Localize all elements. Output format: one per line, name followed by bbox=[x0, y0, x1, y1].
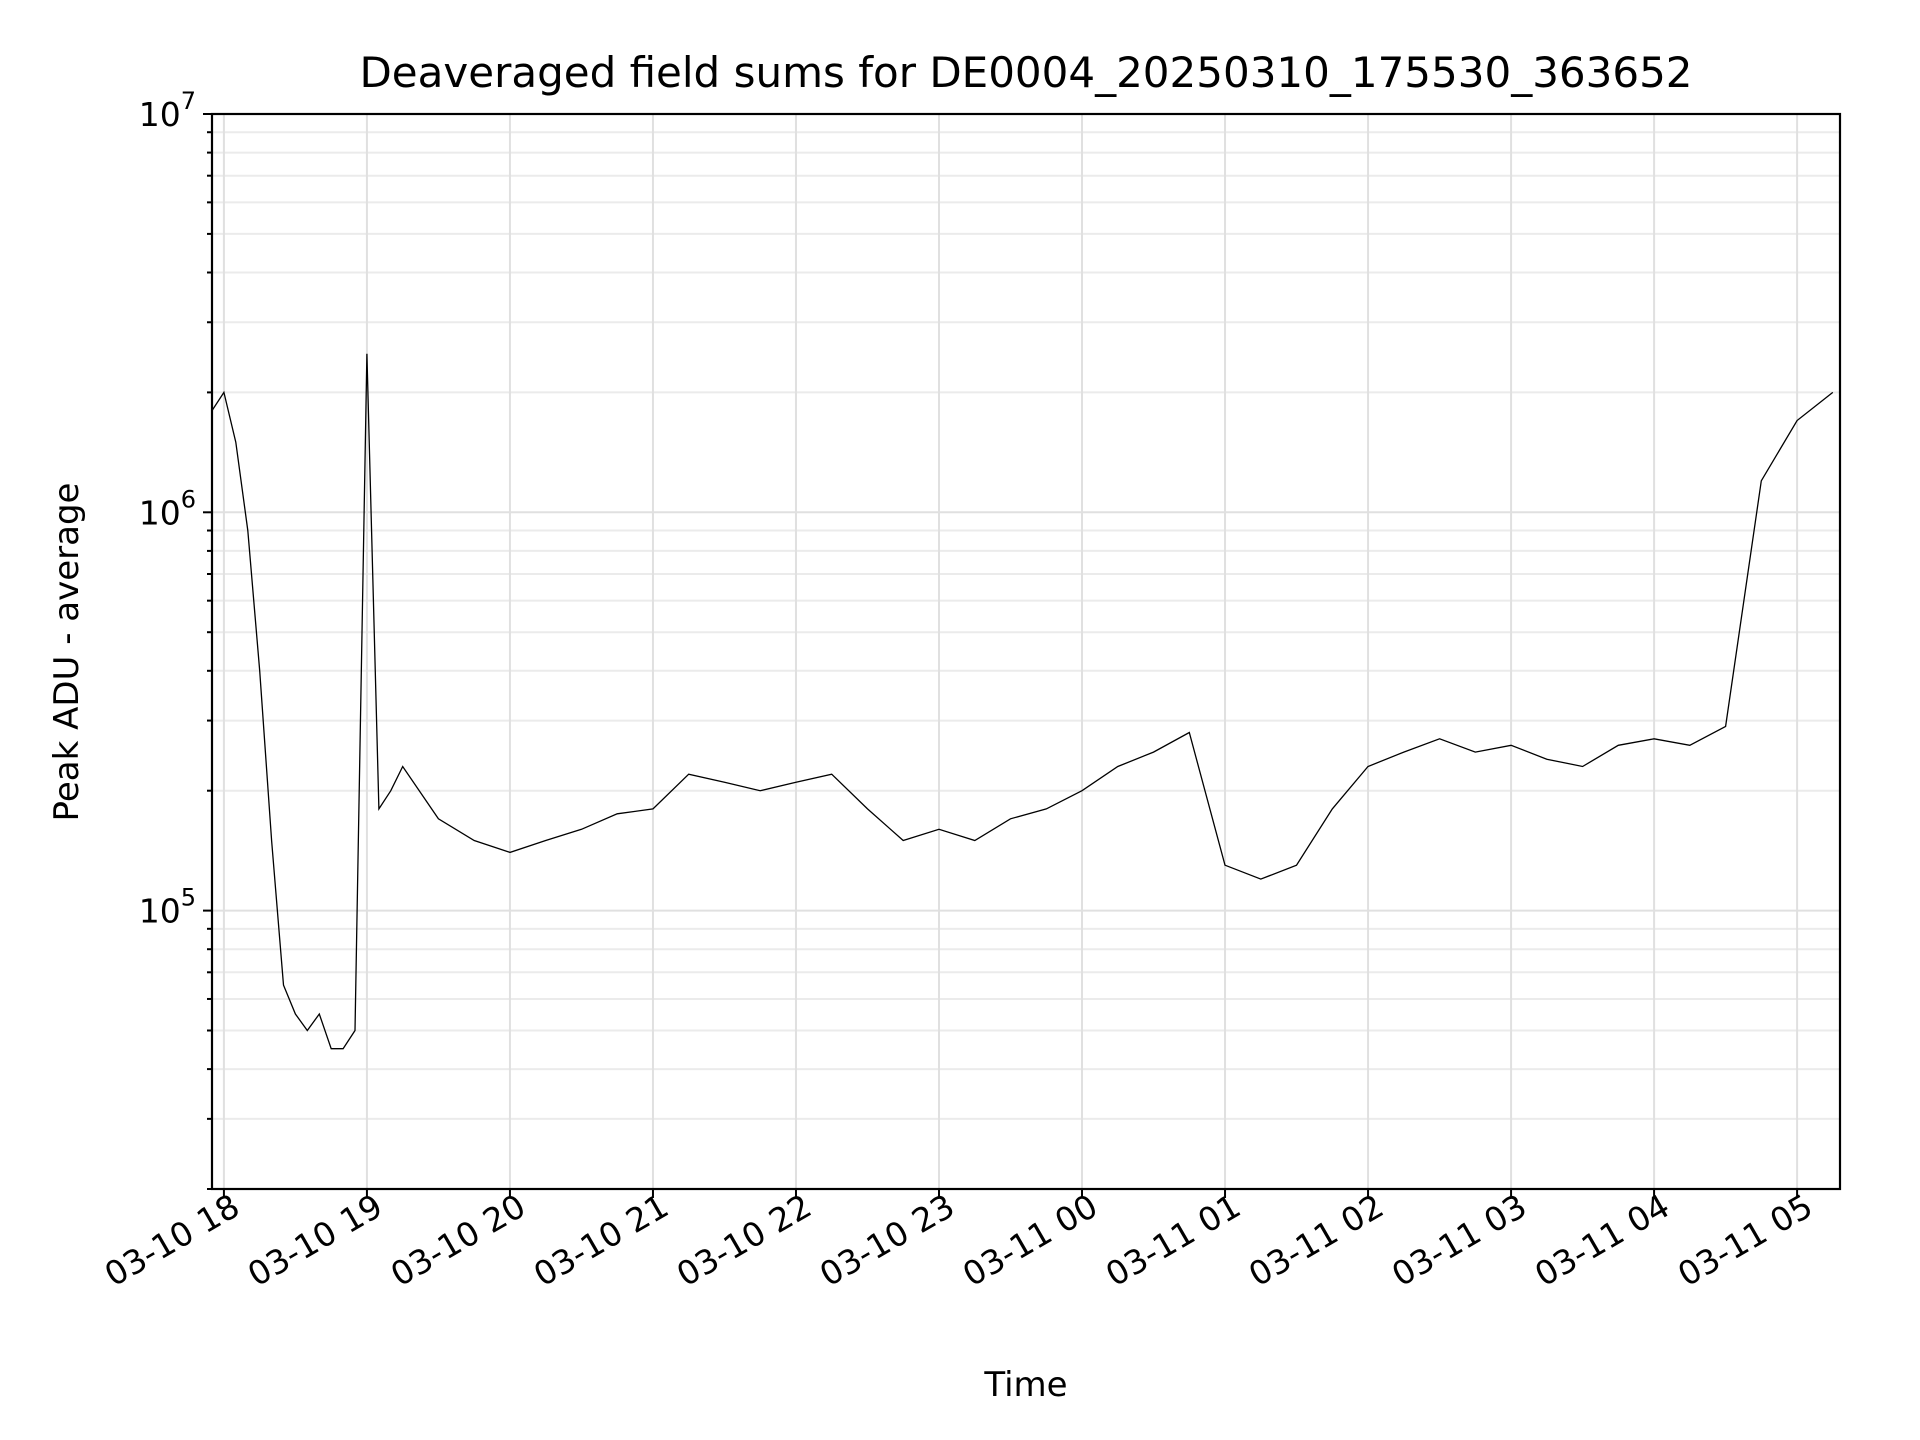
y-axis-label: Peak ADU - average bbox=[47, 483, 87, 822]
series-layer bbox=[211, 353, 1834, 1050]
series-line bbox=[211, 353, 1834, 1050]
chart-title: Deaveraged field sums for DE0004_2025031… bbox=[359, 48, 1692, 97]
x-axis-label: Time bbox=[983, 1365, 1067, 1405]
y-tick-label: 105 bbox=[139, 884, 196, 931]
y-tick-label: 107 bbox=[139, 87, 196, 134]
y-tick-label: 106 bbox=[139, 485, 196, 532]
plot-frame bbox=[210, 112, 1842, 1191]
grid bbox=[212, 113, 1840, 1190]
